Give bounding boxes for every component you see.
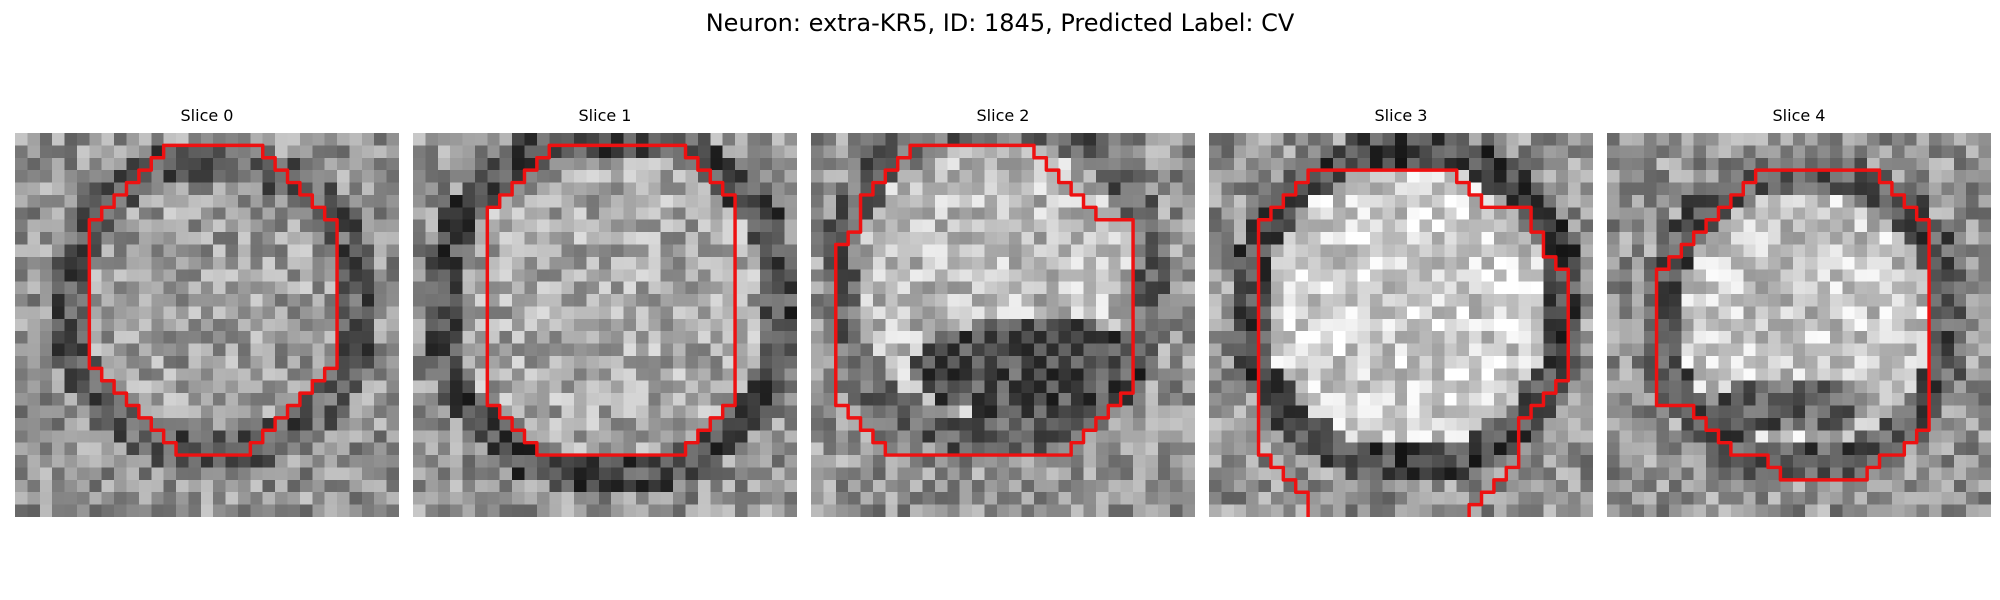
panel-title: Slice 3 xyxy=(1374,106,1428,125)
slice-image xyxy=(811,133,1195,517)
figure-title: Neuron: extra-KR5, ID: 1845, Predicted L… xyxy=(705,9,1295,37)
segmentation-contour xyxy=(1654,168,1931,482)
slice-image xyxy=(1607,133,1991,517)
panel-title: Slice 1 xyxy=(578,106,632,125)
panel-slice-4: Slice 4 xyxy=(1607,106,1991,517)
slice-image xyxy=(15,133,399,517)
segmentation-contour xyxy=(1256,168,1570,517)
panel-title: Slice 2 xyxy=(976,106,1030,125)
slice-image xyxy=(413,133,797,517)
panel-slice-0: Slice 0 xyxy=(15,106,399,517)
segmentation-contour xyxy=(485,143,737,457)
panel-title: Slice 0 xyxy=(180,106,234,125)
panel-title: Slice 4 xyxy=(1772,106,1826,125)
panel-slice-1: Slice 1 xyxy=(413,106,797,517)
segmentation-contour xyxy=(87,143,339,457)
slice-image xyxy=(1209,133,1593,517)
panel-slice-3: Slice 3 xyxy=(1209,106,1593,517)
segmentation-contour xyxy=(834,143,1135,457)
panel-slice-2: Slice 2 xyxy=(811,106,1195,517)
